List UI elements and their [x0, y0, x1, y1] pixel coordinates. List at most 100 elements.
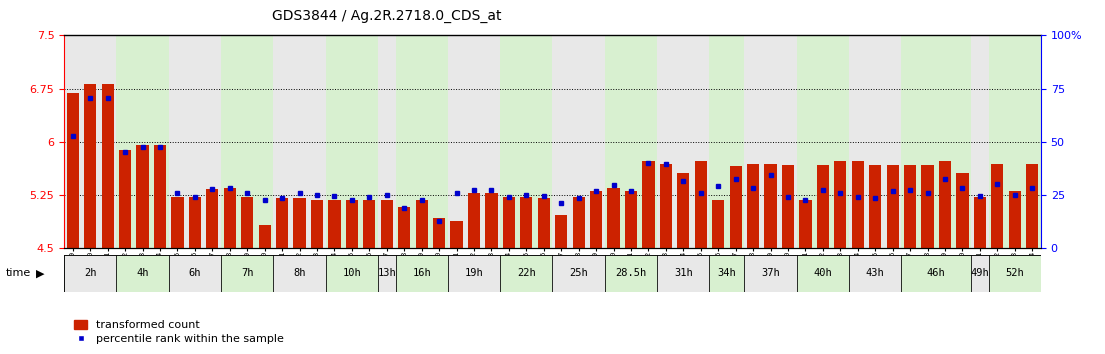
- Bar: [709, 35, 745, 248]
- Bar: [64, 255, 116, 292]
- Text: 2h: 2h: [84, 268, 96, 279]
- Text: 4h: 4h: [136, 268, 149, 279]
- Bar: [695, 161, 707, 248]
- Bar: [971, 255, 989, 292]
- Bar: [989, 255, 1041, 292]
- Bar: [84, 84, 96, 248]
- Text: 43h: 43h: [866, 268, 885, 279]
- Bar: [116, 35, 169, 248]
- Bar: [552, 35, 604, 248]
- Bar: [451, 221, 463, 248]
- Bar: [956, 173, 968, 248]
- Bar: [555, 215, 567, 248]
- Bar: [1009, 191, 1021, 248]
- Text: 6h: 6h: [189, 268, 201, 279]
- Bar: [378, 35, 396, 248]
- Bar: [974, 197, 986, 248]
- Text: 28.5h: 28.5h: [615, 268, 646, 279]
- Bar: [660, 164, 672, 248]
- Bar: [799, 200, 811, 248]
- Bar: [169, 35, 221, 248]
- Bar: [467, 193, 480, 248]
- Bar: [448, 35, 501, 248]
- Bar: [729, 166, 741, 248]
- Bar: [501, 35, 552, 248]
- Bar: [991, 164, 1003, 248]
- Bar: [625, 191, 638, 248]
- Bar: [221, 35, 273, 248]
- Text: 16h: 16h: [412, 268, 431, 279]
- Text: GDS3844 / Ag.2R.2718.0_CDS_at: GDS3844 / Ag.2R.2718.0_CDS_at: [272, 9, 502, 23]
- Bar: [939, 161, 951, 248]
- Bar: [221, 255, 273, 292]
- Bar: [989, 35, 1041, 248]
- Bar: [259, 225, 271, 248]
- Bar: [747, 164, 759, 248]
- Bar: [604, 255, 657, 292]
- Bar: [849, 35, 902, 248]
- Bar: [745, 255, 797, 292]
- Bar: [849, 255, 902, 292]
- Bar: [572, 197, 585, 248]
- Bar: [834, 161, 846, 248]
- Bar: [154, 145, 166, 248]
- Bar: [223, 188, 235, 248]
- Bar: [326, 255, 378, 292]
- Bar: [119, 150, 131, 248]
- Text: 7h: 7h: [241, 268, 253, 279]
- Text: 25h: 25h: [569, 268, 588, 279]
- Bar: [677, 173, 690, 248]
- Text: 22h: 22h: [517, 268, 536, 279]
- Bar: [273, 35, 326, 248]
- Bar: [797, 255, 849, 292]
- Bar: [520, 197, 533, 248]
- Bar: [608, 188, 620, 248]
- Text: 52h: 52h: [1006, 268, 1024, 279]
- Bar: [503, 197, 515, 248]
- Bar: [657, 255, 709, 292]
- Bar: [642, 161, 654, 248]
- Bar: [902, 255, 971, 292]
- Text: 8h: 8h: [293, 268, 306, 279]
- Bar: [364, 200, 376, 248]
- Bar: [189, 197, 201, 248]
- Bar: [381, 200, 393, 248]
- Text: 40h: 40h: [813, 268, 832, 279]
- Text: 10h: 10h: [343, 268, 361, 279]
- Bar: [433, 218, 445, 248]
- Bar: [326, 35, 378, 248]
- Text: 49h: 49h: [970, 268, 989, 279]
- Legend: transformed count, percentile rank within the sample: transformed count, percentile rank withi…: [70, 315, 288, 348]
- Bar: [137, 145, 149, 248]
- Bar: [765, 164, 777, 248]
- Bar: [797, 35, 849, 248]
- Bar: [712, 200, 724, 248]
- Bar: [273, 255, 326, 292]
- Bar: [782, 165, 794, 248]
- Text: 46h: 46h: [927, 268, 946, 279]
- Text: 34h: 34h: [717, 268, 736, 279]
- Bar: [709, 255, 745, 292]
- Bar: [396, 255, 448, 292]
- Bar: [485, 193, 497, 248]
- Text: 19h: 19h: [464, 268, 483, 279]
- Bar: [64, 35, 116, 248]
- Bar: [538, 198, 550, 248]
- Bar: [102, 84, 114, 248]
- Bar: [346, 200, 358, 248]
- Bar: [241, 197, 253, 248]
- Bar: [552, 255, 604, 292]
- Bar: [171, 197, 183, 248]
- Bar: [657, 35, 709, 248]
- Bar: [886, 165, 898, 248]
- Bar: [116, 255, 169, 292]
- Bar: [169, 255, 221, 292]
- Bar: [276, 198, 288, 248]
- Bar: [294, 198, 306, 248]
- Bar: [501, 255, 552, 292]
- Bar: [852, 161, 864, 248]
- Bar: [1027, 164, 1039, 248]
- Text: 31h: 31h: [674, 268, 693, 279]
- Bar: [396, 35, 448, 248]
- Text: ▶: ▶: [36, 268, 45, 279]
